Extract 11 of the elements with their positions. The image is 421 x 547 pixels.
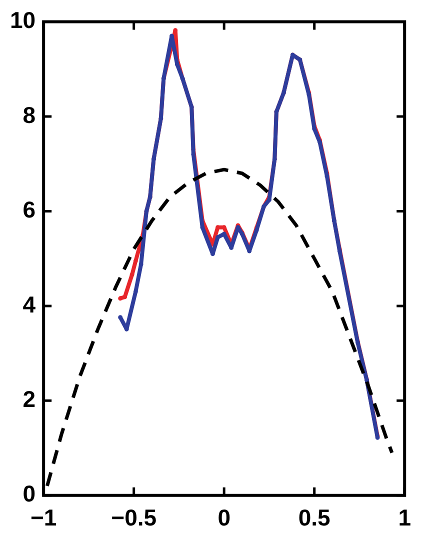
x-tick-label: 1 bbox=[398, 504, 412, 531]
x-tick-label: −0.5 bbox=[111, 504, 157, 531]
y-tick-label: 2 bbox=[22, 386, 36, 412]
x-tick-label: 0.5 bbox=[298, 504, 331, 531]
y-tick-label: 4 bbox=[22, 291, 36, 318]
y-tick-label: 10 bbox=[10, 7, 36, 34]
x-tick-label: 0 bbox=[218, 504, 230, 531]
y-tick-label: 8 bbox=[22, 102, 36, 128]
y-tick-label: 6 bbox=[22, 196, 36, 223]
y-tick-label: 0 bbox=[22, 480, 36, 507]
x-tick-label: −1 bbox=[30, 504, 57, 531]
